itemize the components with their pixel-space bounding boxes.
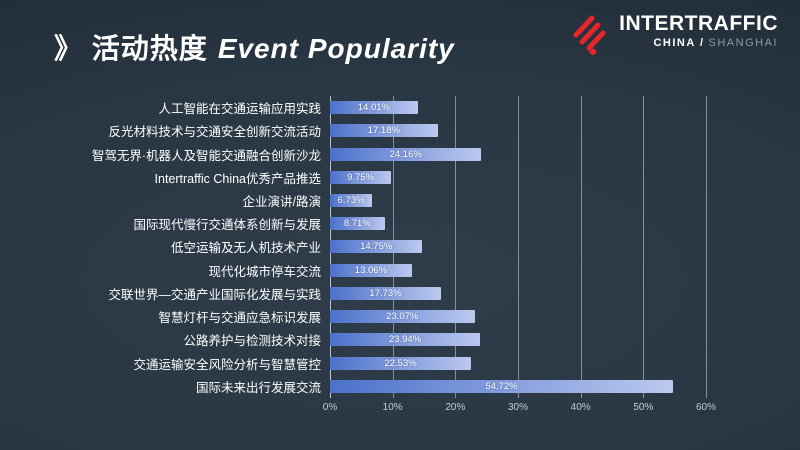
bar-value-label: 9.75% <box>347 171 375 183</box>
bar: 9.75% <box>330 170 392 184</box>
category-label: 反光材料技术与交通安全创新交流活动 <box>108 125 321 140</box>
bar-track: 17.18% <box>330 124 706 138</box>
bar-row: 国际现代慢行交通体系创新与发展 8.71% <box>0 212 706 235</box>
bar-row: Intertraffic China优秀产品推选 9.75% <box>0 166 706 189</box>
bar-value-label: 22.53% <box>384 357 417 369</box>
category-label: Intertraffic China优秀产品推选 <box>154 171 321 186</box>
category-label: 交通运输安全风险分析与智慧管控 <box>133 357 321 372</box>
x-tick-label: 50% <box>633 402 654 413</box>
brand-subtitle: CHINA / SHANGHAI <box>653 37 778 49</box>
bar: 22.53% <box>330 356 472 370</box>
chart-rows: 人工智能在交通运输应用实践 14.01% 反光材料技术与交通安全创新交流活动 17.1… <box>0 96 706 398</box>
gridline <box>455 96 457 398</box>
bar: 54.72% <box>330 379 673 393</box>
page-title: 》 活动热度 Event Popularity <box>54 27 455 67</box>
x-axis-ticks: 0% 10% 20% 30% 40% 50% 60% <box>323 402 716 416</box>
bar-track: 9.75% <box>330 170 706 184</box>
x-tick-label: 10% <box>382 402 403 413</box>
bar: 13.06% <box>330 263 412 277</box>
bar-track: 6.73% <box>330 193 706 207</box>
bar-row: 现代化城市停车交流 13.06% <box>0 259 706 282</box>
bar-row: 公路养护与检测技术对接 23.94% <box>0 328 706 351</box>
bar: 23.07% <box>330 310 475 324</box>
x-tick-label: 0% <box>322 402 338 413</box>
title-chevron: 》 <box>54 33 84 64</box>
bar-track: 14.75% <box>330 240 706 254</box>
bar-value-label: 23.07% <box>386 311 419 323</box>
bar-value-label: 17.73% <box>369 287 402 299</box>
bar-row: 交通运输安全风险分析与智慧管控 22.53% <box>0 351 706 374</box>
bar: 24.16% <box>330 147 482 161</box>
x-tick-label: 40% <box>570 402 591 413</box>
bar-chart: 人工智能在交通运输应用实践 14.01% 反光材料技术与交通安全创新交流活动 17.1… <box>0 96 716 413</box>
bar-row: 低空运输及无人机技术产业 14.75% <box>0 235 706 258</box>
bar-value-label: 13.06% <box>354 264 388 276</box>
bar-track: 54.72% <box>330 379 706 393</box>
x-tick-label: 20% <box>445 402 466 413</box>
brand-logo: INTERTRAFFIC CHINA / SHANGHAI <box>570 12 778 55</box>
gridline <box>518 96 519 398</box>
bar: 14.01% <box>330 101 418 115</box>
bar-value-label: 14.75% <box>360 241 393 253</box>
bar-value-label: 8.71% <box>343 218 371 230</box>
bar-track: 23.94% <box>330 333 706 347</box>
gridline <box>643 96 645 398</box>
bar-track: 13.06% <box>330 263 706 277</box>
bar-track: 23.07% <box>330 310 706 324</box>
bar: 17.18% <box>330 124 438 138</box>
gridline <box>706 96 707 398</box>
bar-row: 企业演讲/路演 6.73% <box>0 189 706 212</box>
bar-row: 国际未来出行发展交流 54.72% <box>0 375 706 398</box>
category-label: 企业演讲/路演 <box>242 194 321 209</box>
brand-name: INTERTRAFFIC <box>619 12 778 35</box>
bar-track: 17.73% <box>330 286 706 300</box>
category-label: 现代化城市停车交流 <box>208 264 321 279</box>
bar-row: 交联世界—交通产业国际化发展与实践 17.73% <box>0 282 706 305</box>
category-label: 人工智能在交通运输应用实践 <box>158 102 321 117</box>
category-label: 国际现代慢行交通体系创新与发展 <box>133 218 321 233</box>
brand-sub-shanghai: SHANGHAI <box>708 37 778 50</box>
gridline <box>580 96 582 398</box>
bar: 6.73% <box>330 193 373 207</box>
category-label: 智驾无界·机器人及智能交通融合创新沙龙 <box>91 148 321 163</box>
bar-value-label: 23.94% <box>388 334 422 346</box>
bar-value-label: 54.72% <box>485 380 518 392</box>
category-label: 公路养护与检测技术对接 <box>183 334 321 349</box>
bar: 8.71% <box>330 217 385 231</box>
bar-track: 22.53% <box>330 356 706 370</box>
bar-value-label: 14.01% <box>357 102 390 114</box>
bar-row: 人工智能在交通运输应用实践 14.01% <box>0 96 706 119</box>
x-tick-label: 30% <box>507 402 529 413</box>
intertraffic-logo-icon <box>573 15 606 55</box>
bar: 14.75% <box>330 240 423 254</box>
category-label: 智慧灯杆与交通应急标识发展 <box>158 311 321 326</box>
logo-text: INTERTRAFFIC CHINA / SHANGHAI <box>619 12 778 49</box>
bar-value-label: 6.73% <box>337 194 365 206</box>
category-label: 交联世界—交通产业国际化发展与实践 <box>108 287 321 302</box>
x-tick-label: 60% <box>695 402 717 413</box>
bar-track: 8.71% <box>330 217 706 231</box>
bar-row: 反光材料技术与交通安全创新交流活动 17.18% <box>0 119 706 142</box>
bar-track: 24.16% <box>330 147 706 161</box>
category-label: 国际未来出行发展交流 <box>195 380 321 395</box>
title-en: Event Popularity <box>217 33 455 64</box>
bar-track: 14.01% <box>330 101 706 115</box>
bar-row: 智驾无界·机器人及智能交通融合创新沙龙 24.16% <box>0 142 706 165</box>
title-zh: 活动热度 <box>91 33 208 64</box>
bar-value-label: 17.18% <box>367 125 400 137</box>
bar-row: 智慧灯杆与交通应急标识发展 23.07% <box>0 305 706 328</box>
bar: 17.73% <box>330 286 442 300</box>
category-label: 低空运输及无人机技术产业 <box>170 241 321 256</box>
bar: 23.94% <box>330 333 481 347</box>
bar-value-label: 24.16% <box>389 148 422 160</box>
brand-sub-china: CHINA / <box>653 37 705 50</box>
